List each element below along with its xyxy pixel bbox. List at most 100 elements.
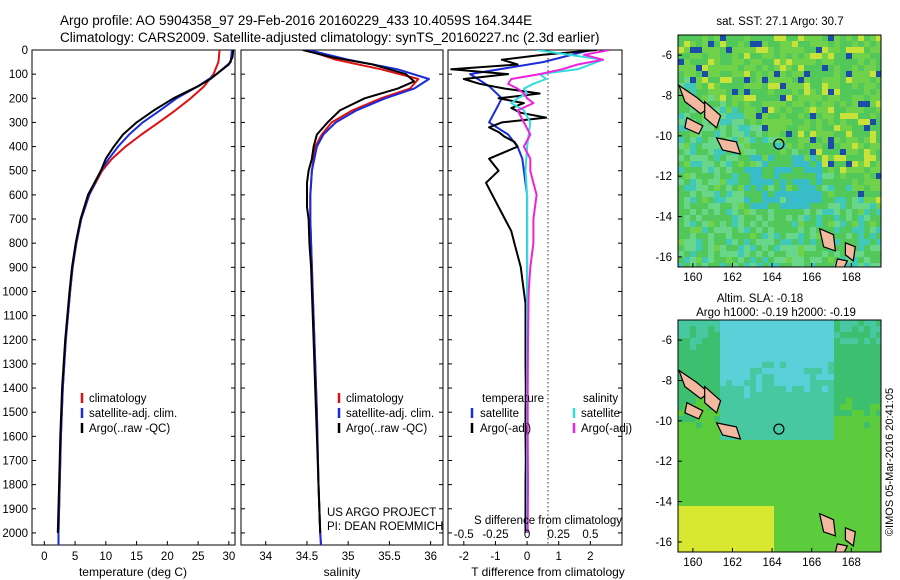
map-cell <box>768 458 775 465</box>
map-cell <box>690 107 697 114</box>
map-cell <box>846 470 853 477</box>
map-cell <box>768 167 775 174</box>
map-cell <box>840 95 847 102</box>
map-cell <box>774 131 781 138</box>
map-cell <box>720 239 727 246</box>
map-cell <box>846 257 853 264</box>
salinity-difference-tick-label: -0.25 <box>482 529 508 541</box>
map-cell <box>876 500 881 507</box>
map-cell <box>690 65 697 72</box>
map-cell <box>840 464 847 471</box>
map-cell <box>750 227 757 234</box>
map-cell <box>714 416 721 423</box>
map-cell <box>714 239 721 246</box>
map-cell <box>756 71 763 78</box>
map-cell <box>690 197 697 204</box>
map-cell <box>834 428 841 435</box>
map-cell <box>720 446 727 453</box>
map-cell <box>816 251 823 258</box>
map-cell <box>786 464 793 471</box>
map-cell <box>702 185 709 192</box>
map-cell <box>720 416 727 423</box>
map-cell <box>768 542 775 549</box>
map-cell <box>762 506 769 513</box>
map-cell <box>840 179 847 186</box>
map-cell <box>696 179 703 186</box>
map-cell <box>834 77 841 84</box>
map-cell <box>726 500 733 507</box>
map-cell <box>828 203 835 210</box>
map-cell <box>696 452 703 459</box>
map-cell <box>702 422 709 429</box>
map-cell <box>816 398 823 405</box>
salinity-tick-label: 34 <box>259 551 272 563</box>
map-cell <box>678 245 685 252</box>
map-cell <box>792 344 799 351</box>
map-cell <box>762 95 769 102</box>
project-note: US ARGO PROJECT <box>327 507 436 519</box>
map-cell <box>786 362 793 369</box>
map-cell <box>876 494 881 501</box>
map-cell <box>750 362 757 369</box>
map-cell <box>816 53 823 60</box>
map-cell <box>678 113 685 120</box>
map-cell <box>726 41 733 48</box>
map-cell <box>840 524 847 531</box>
map-cell <box>714 161 721 168</box>
map-cell <box>708 47 715 54</box>
map-cell <box>678 95 685 102</box>
map-cell <box>852 386 859 393</box>
map-cell <box>714 53 721 60</box>
map-cell <box>762 65 769 72</box>
map-cell <box>798 257 805 264</box>
map-cell <box>678 410 685 417</box>
map-cell <box>774 536 781 543</box>
map-cell <box>810 512 817 519</box>
map-cell <box>726 536 733 543</box>
map-cell <box>768 470 775 477</box>
map-cell <box>714 374 721 381</box>
map-cell <box>876 374 881 381</box>
map-cell <box>684 548 691 552</box>
map-cell <box>804 356 811 363</box>
map-cell <box>678 356 685 363</box>
map-cell <box>720 89 727 96</box>
map-cell <box>702 155 709 162</box>
map-cell <box>870 221 877 228</box>
map-cell <box>840 380 847 387</box>
map-cell <box>684 458 691 465</box>
map-cell <box>852 155 859 162</box>
map-cell <box>822 149 829 156</box>
map-cell <box>864 173 871 180</box>
map-cell <box>756 392 763 399</box>
map-cell <box>702 332 709 339</box>
map-cell <box>708 101 715 108</box>
map-cell <box>780 35 787 42</box>
map-cell <box>762 518 769 525</box>
map-cell <box>702 95 709 102</box>
island-shape <box>844 241 856 262</box>
map-cell <box>756 416 763 423</box>
map-cell <box>810 191 817 198</box>
map-cell <box>870 410 877 417</box>
map-cell <box>702 221 709 228</box>
map-cell <box>810 125 817 132</box>
map-cell <box>714 434 721 441</box>
map-cell <box>678 161 685 168</box>
map-cell <box>852 179 859 186</box>
map-cell <box>744 422 751 429</box>
map-cell <box>786 434 793 441</box>
map-cell <box>816 428 823 435</box>
map-cell <box>822 203 829 210</box>
map-cell <box>834 113 841 120</box>
map-cell <box>702 530 709 537</box>
map-cell <box>726 83 733 90</box>
map-cell <box>768 464 775 471</box>
map-cell <box>714 47 721 54</box>
map-cell <box>810 113 817 120</box>
map-cell <box>684 464 691 471</box>
map-cell <box>756 155 763 162</box>
map-cell <box>774 470 781 477</box>
map-cell <box>786 95 793 102</box>
map-cell <box>756 143 763 150</box>
